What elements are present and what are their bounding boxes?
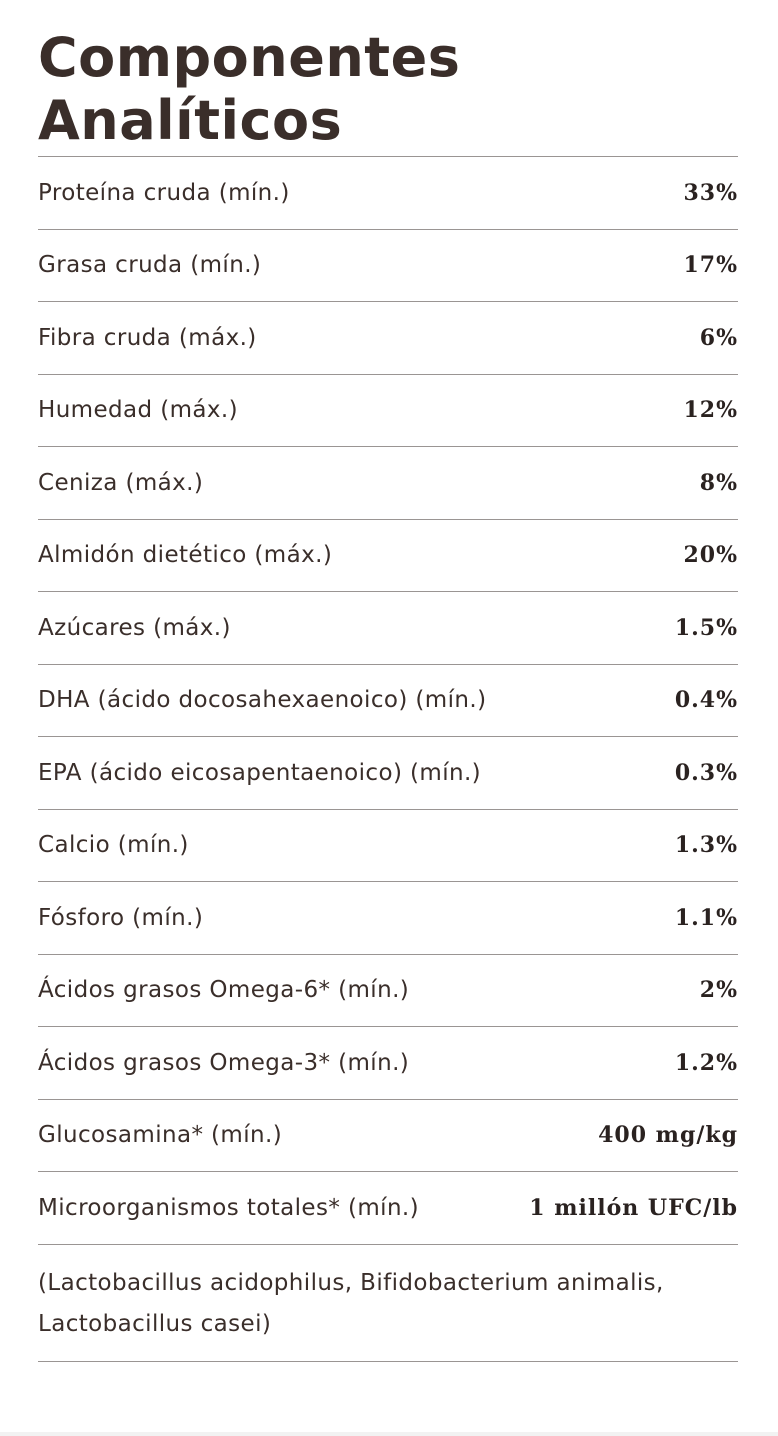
table-row: Ácidos grasos Omega-3* (mín.) 1.2% bbox=[38, 1027, 738, 1100]
row-label: Calcio (mín.) bbox=[38, 832, 189, 859]
table-row: Microorganismos totales* (mín.) 1 millón … bbox=[38, 1172, 738, 1245]
row-value: 0.3% bbox=[674, 759, 738, 786]
row-label: Fósforo (mín.) bbox=[38, 904, 204, 931]
table-row: Proteína cruda (mín.) 33% bbox=[38, 157, 738, 230]
analysis-table: Proteína cruda (mín.) 33% Grasa cruda (mín… bbox=[38, 156, 738, 1362]
row-value: 1.2% bbox=[674, 1049, 738, 1076]
row-label: DHA (ácido docosahexaenoico) (mín.) bbox=[38, 687, 487, 714]
row-label: Azúcares (máx.) bbox=[38, 614, 231, 641]
row-label: Ácidos grasos Omega-3* (mín.) bbox=[38, 1049, 410, 1076]
table-row: Fósforo (mín.) 1.1% bbox=[38, 882, 738, 955]
row-value: 2% bbox=[699, 977, 738, 1004]
table-row: EPA (ácido eicosapentaenoico) (mín.) 0.3% bbox=[38, 737, 738, 810]
table-row: Fibra cruda (máx.) 6% bbox=[38, 302, 738, 375]
table-row: Glucosamina* (mín.) 400 mg/kg bbox=[38, 1100, 738, 1172]
table-row: Almidón dietético (máx.) 20% bbox=[38, 520, 738, 592]
row-value: 6% bbox=[699, 324, 738, 351]
table-row: DHA (ácido docosahexaenoico) (mín.) 0.4% bbox=[38, 665, 738, 737]
row-label: Microorganismos totales* (mín.) bbox=[38, 1194, 420, 1221]
row-label: Almidón dietético (máx.) bbox=[38, 542, 333, 569]
table-row: Ceniza (máx.) 8% bbox=[38, 447, 738, 520]
row-value: 33% bbox=[683, 179, 738, 206]
row-value: 1.3% bbox=[674, 832, 738, 859]
row-value: 1.5% bbox=[674, 614, 738, 641]
row-value: 0.4% bbox=[674, 687, 738, 714]
table-row: Grasa cruda (mín.) 17% bbox=[38, 230, 738, 302]
row-value: 1 millón UFC/lb bbox=[529, 1194, 738, 1221]
row-label: Glucosamina* (mín.) bbox=[38, 1122, 283, 1149]
row-value: 20% bbox=[683, 542, 738, 569]
row-label: Fibra cruda (máx.) bbox=[38, 324, 257, 351]
bottom-bar bbox=[0, 1432, 778, 1436]
row-label: Grasa cruda (mín.) bbox=[38, 252, 262, 279]
table-row: Ácidos grasos Omega-6* (mín.) 2% bbox=[38, 955, 738, 1027]
row-label: EPA (ácido eicosapentaenoico) (mín.) bbox=[38, 759, 482, 786]
table-row: Humedad (máx.) 12% bbox=[38, 375, 738, 447]
row-value: 400 mg/kg bbox=[598, 1122, 738, 1149]
table-row: Calcio (mín.) 1.3% bbox=[38, 810, 738, 882]
row-label: Humedad (máx.) bbox=[38, 397, 238, 424]
row-label: Ceniza (máx.) bbox=[38, 469, 204, 496]
row-value: 17% bbox=[683, 252, 738, 279]
title: Componentes Analíticos bbox=[38, 26, 461, 152]
table-row: Azúcares (máx.) 1.5% bbox=[38, 592, 738, 665]
row-value: 12% bbox=[683, 397, 738, 424]
row-label: Ácidos grasos Omega-6* (mín.) bbox=[38, 977, 410, 1004]
row-value: 1.1% bbox=[674, 904, 738, 931]
footnote: (Lactobacillus acidophilus, Bifidobacter… bbox=[38, 1245, 738, 1362]
row-label: Proteína cruda (mín.) bbox=[38, 179, 290, 206]
row-value: 8% bbox=[699, 469, 738, 496]
